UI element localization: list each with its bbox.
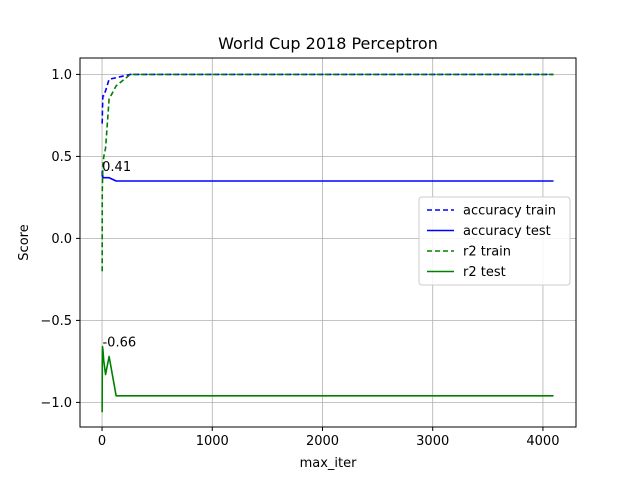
x-tick-label: 3000 [416, 434, 449, 449]
x-tick-label: 1000 [196, 434, 229, 449]
x-tick-label: 2000 [306, 434, 339, 449]
plot-frame [79, 57, 577, 428]
y-tick-label: −0.5 [40, 314, 72, 329]
y-tick-label: 0.0 [51, 232, 72, 247]
axis-ticks: 0 1000 2000 3000 4000 −1.0 −0.5 0.0 0.5 1.0 [40, 68, 559, 449]
y-tick-label: −1.0 [40, 396, 72, 411]
series-line-3 [101, 345, 554, 413]
legend-box [418, 196, 571, 286]
y-tick-label: 0.5 [51, 150, 72, 165]
legend-label: r2 train [463, 245, 511, 260]
annotation-label: 0.41 [102, 160, 131, 175]
annotations: 0.41 -0.66 [102, 160, 136, 350]
annotation-label: -0.66 [102, 336, 136, 351]
x-tick-label: 0 [98, 434, 106, 449]
series-lines [101, 73, 554, 413]
series-line-2 [101, 73, 554, 272]
legend: accuracy train accuracy test r2 train r2 te… [418, 196, 571, 286]
legend-label: accuracy test [463, 224, 551, 239]
x-axis-label: max_iter [300, 456, 358, 471]
legend-label: accuracy train [463, 204, 556, 219]
chart-title: World Cup 2018 Perceptron [218, 34, 438, 53]
legend-label: r2 test [463, 265, 506, 280]
x-tick-label: 4000 [526, 434, 559, 449]
y-tick-label: 1.0 [51, 68, 72, 83]
y-axis-label: Score [17, 224, 32, 260]
